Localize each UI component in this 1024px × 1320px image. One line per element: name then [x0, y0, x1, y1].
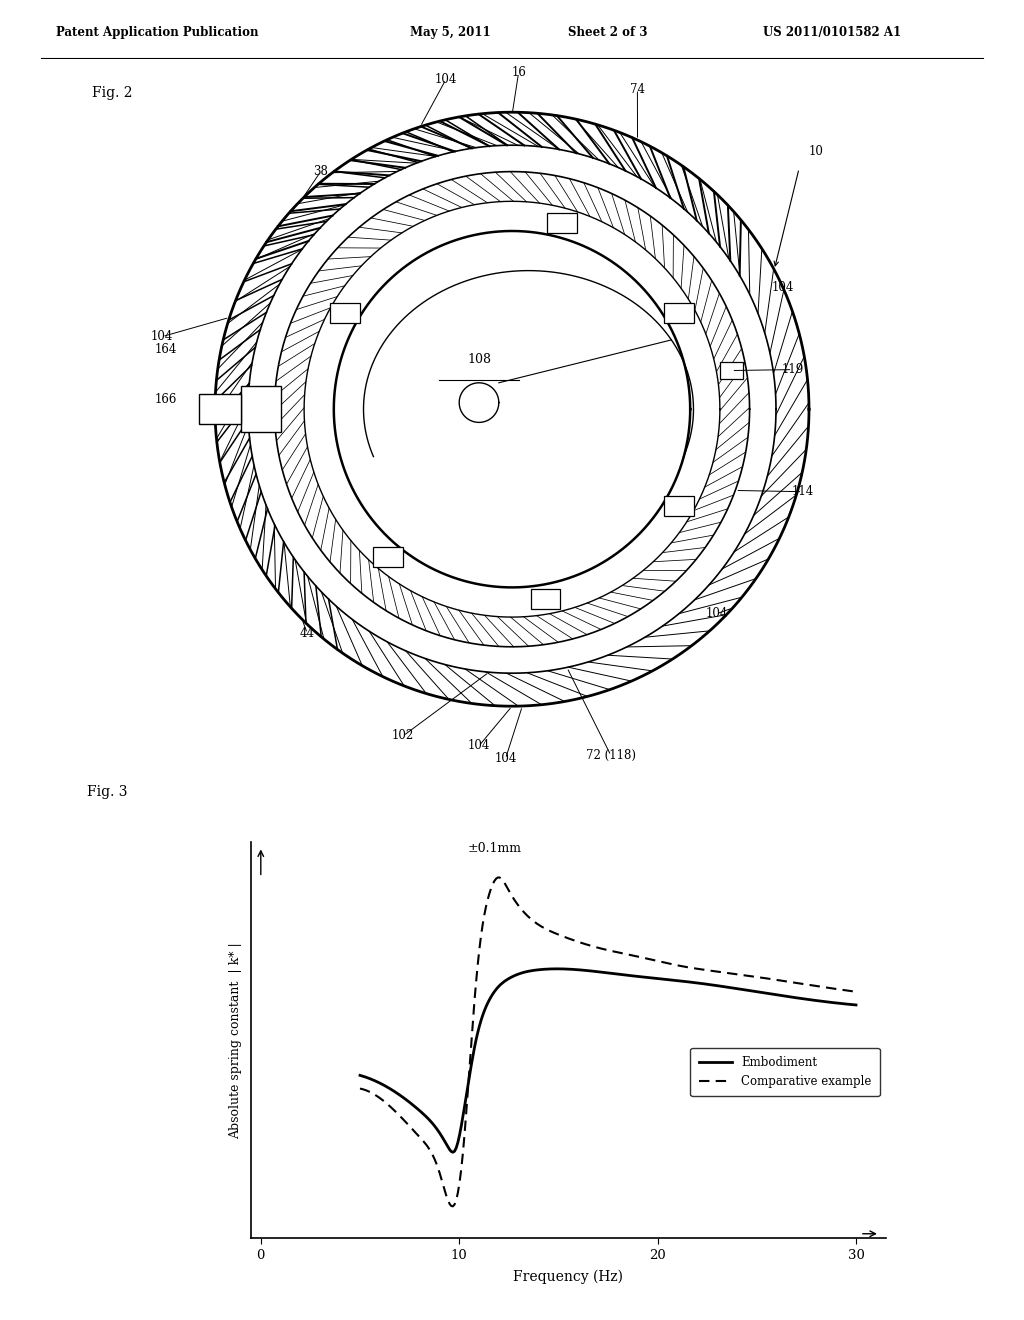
Embodiment: [354, 1068, 367, 1084]
Text: Fig. 3: Fig. 3: [87, 785, 128, 800]
Text: 72 (118): 72 (118): [586, 750, 636, 762]
Line: Comparative example: Comparative example: [360, 878, 856, 1206]
Embodiment: [652, 970, 665, 986]
Bar: [720, 362, 743, 379]
Text: 119: 119: [781, 363, 804, 376]
Bar: [530, 590, 560, 610]
Text: 114: 114: [792, 486, 813, 498]
Comparative example: [775, 973, 787, 989]
Text: 104: 104: [151, 330, 173, 343]
Text: 102: 102: [392, 730, 415, 742]
Comparative example: [807, 978, 819, 994]
Text: Sheet 2 of 3: Sheet 2 of 3: [568, 26, 648, 40]
Comparative example: [850, 983, 862, 999]
Text: Patent Application Publication: Patent Application Publication: [56, 26, 259, 40]
Text: 38: 38: [313, 165, 328, 178]
Bar: [547, 213, 577, 232]
Embodiment: [850, 997, 862, 1012]
Comparative example: [354, 1081, 367, 1097]
Text: 166: 166: [155, 393, 177, 405]
Line: Embodiment: Embodiment: [360, 969, 856, 1152]
Comparative example: [494, 870, 506, 886]
Comparative example: [651, 953, 664, 969]
Text: 44: 44: [300, 627, 315, 640]
Embodiment: [446, 1144, 459, 1160]
X-axis label: Frequency (Hz): Frequency (Hz): [513, 1270, 624, 1284]
Embodiment: [355, 1068, 368, 1084]
Bar: [665, 302, 694, 322]
Comparative example: [652, 953, 665, 969]
Text: 16: 16: [511, 66, 526, 79]
Text: 104: 104: [771, 281, 794, 293]
Embodiment: [551, 961, 563, 977]
Embodiment: [775, 987, 787, 1003]
Text: 104: 104: [495, 752, 516, 766]
Bar: [199, 395, 242, 424]
Text: ±0.1mm: ±0.1mm: [468, 842, 522, 855]
Legend: Embodiment, Comparative example: Embodiment, Comparative example: [690, 1048, 880, 1096]
Bar: [665, 496, 694, 516]
Text: 104: 104: [706, 607, 728, 620]
Bar: [242, 385, 281, 433]
Text: 164: 164: [155, 343, 177, 356]
Text: Fig. 2: Fig. 2: [92, 86, 133, 100]
Comparative example: [355, 1081, 368, 1097]
Text: US 2011/0101582 A1: US 2011/0101582 A1: [763, 26, 901, 40]
Embodiment: [807, 993, 819, 1008]
Text: 74: 74: [630, 83, 645, 95]
Text: 104: 104: [468, 739, 490, 752]
Embodiment: [660, 972, 673, 987]
Embodiment: [651, 970, 664, 986]
Bar: [373, 548, 402, 568]
Text: 10: 10: [809, 145, 824, 158]
Text: 104: 104: [435, 73, 457, 86]
Text: 108: 108: [467, 354, 490, 366]
Text: May 5, 2011: May 5, 2011: [410, 26, 490, 40]
Comparative example: [660, 956, 673, 972]
Comparative example: [446, 1199, 459, 1214]
Bar: [330, 302, 359, 322]
Y-axis label: Absolute spring constant  | k* |: Absolute spring constant | k* |: [229, 941, 243, 1139]
